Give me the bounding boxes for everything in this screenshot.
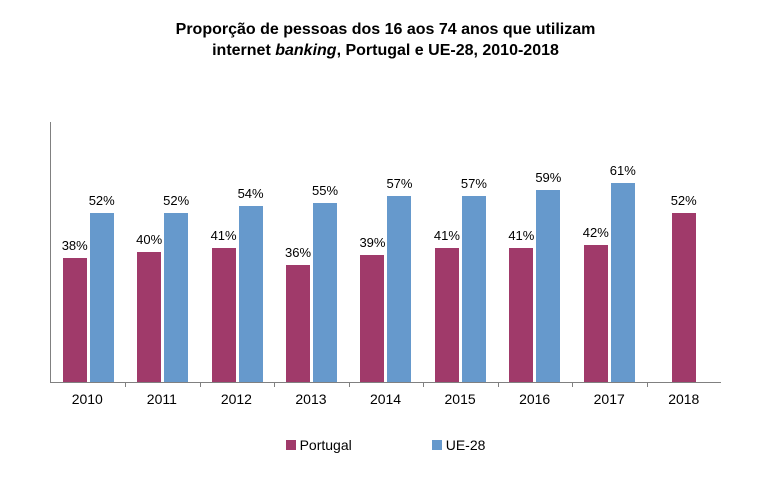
x-axis-label: 2011 [125, 391, 200, 407]
bar: 57% [387, 196, 411, 381]
bar-value-label: 52% [163, 193, 189, 208]
bar-value-label: 41% [434, 228, 460, 243]
bar-group: 36%55% [274, 122, 348, 382]
bar: 52% [164, 213, 188, 382]
x-tick [572, 382, 573, 387]
bar: 36% [286, 265, 310, 382]
title-line2-post: , Portugal e UE-28, 2010-2018 [337, 42, 559, 59]
title-line2-pre: internet [212, 42, 275, 59]
bar-group: 42%61% [572, 122, 646, 382]
x-ticks [51, 382, 721, 387]
x-tick [349, 382, 350, 387]
title-line1: Proporção de pessoas dos 16 aos 74 anos … [176, 21, 596, 38]
x-tick [498, 382, 499, 387]
bar-value-label: 55% [312, 183, 338, 198]
legend-item-portugal: Portugal [286, 437, 352, 453]
legend-swatch [432, 440, 442, 450]
bar-value-label: 59% [535, 170, 561, 185]
legend-swatch [286, 440, 296, 450]
legend-item-ue28: UE-28 [432, 437, 486, 453]
bar-value-label: 41% [508, 228, 534, 243]
bar-group: 40%52% [125, 122, 199, 382]
bar-group: 41%54% [200, 122, 274, 382]
x-tick [647, 382, 648, 387]
chart-container: Proporção de pessoas dos 16 aos 74 anos … [0, 0, 771, 504]
bar: 41% [509, 248, 533, 381]
bar-group: 41%59% [498, 122, 572, 382]
bar: 40% [137, 252, 161, 382]
bar-value-label: 52% [89, 193, 115, 208]
bar: 42% [584, 245, 608, 382]
x-axis-label: 2012 [199, 391, 274, 407]
bar-value-label: 42% [583, 225, 609, 240]
legend-label: Portugal [300, 437, 352, 453]
x-axis-label: 2013 [274, 391, 349, 407]
bar-value-label: 41% [211, 228, 237, 243]
bar-value-label: 52% [671, 193, 697, 208]
x-tick [274, 382, 275, 387]
x-tick [125, 382, 126, 387]
x-tick [200, 382, 201, 387]
bar-value-label: 36% [285, 245, 311, 260]
bar-value-label: 57% [386, 176, 412, 191]
bar: 52% [672, 213, 696, 382]
x-axis-label: 2015 [423, 391, 498, 407]
bar-value-label: 38% [62, 238, 88, 253]
bar-value-label: 61% [610, 163, 636, 178]
x-axis-labels: 201020112012201320142015201620172018 [50, 391, 721, 407]
bar-value-label: 57% [461, 176, 487, 191]
bar-group: 38%52% [51, 122, 125, 382]
legend-label: UE-28 [446, 437, 486, 453]
bar: 59% [536, 190, 560, 382]
bar: 61% [611, 183, 635, 381]
bar-group: 41%57% [423, 122, 497, 382]
bar: 41% [435, 248, 459, 381]
title-line2-em: banking [275, 42, 336, 59]
bar-group: 52% [647, 122, 721, 382]
bar-value-label: 40% [136, 232, 162, 247]
bar: 41% [212, 248, 236, 381]
bar: 38% [63, 258, 87, 382]
x-axis-label: 2017 [572, 391, 647, 407]
bar: 52% [90, 213, 114, 382]
chart-title: Proporção de pessoas dos 16 aos 74 anos … [40, 20, 731, 62]
legend: Portugal UE-28 [40, 437, 731, 453]
bar-value-label: 39% [359, 235, 385, 250]
x-axis-label: 2016 [497, 391, 572, 407]
plot-area: 38%52%40%52%41%54%36%55%39%57%41%57%41%5… [50, 122, 721, 383]
bar: 57% [462, 196, 486, 381]
bar-value-label: 54% [238, 186, 264, 201]
bar-group: 39%57% [349, 122, 423, 382]
bar: 54% [239, 206, 263, 382]
bar: 39% [360, 255, 384, 382]
x-axis-label: 2018 [647, 391, 722, 407]
bar: 55% [313, 203, 337, 382]
x-axis-label: 2014 [348, 391, 423, 407]
x-axis-label: 2010 [50, 391, 125, 407]
bar-groups: 38%52%40%52%41%54%36%55%39%57%41%57%41%5… [51, 122, 721, 382]
x-tick [423, 382, 424, 387]
